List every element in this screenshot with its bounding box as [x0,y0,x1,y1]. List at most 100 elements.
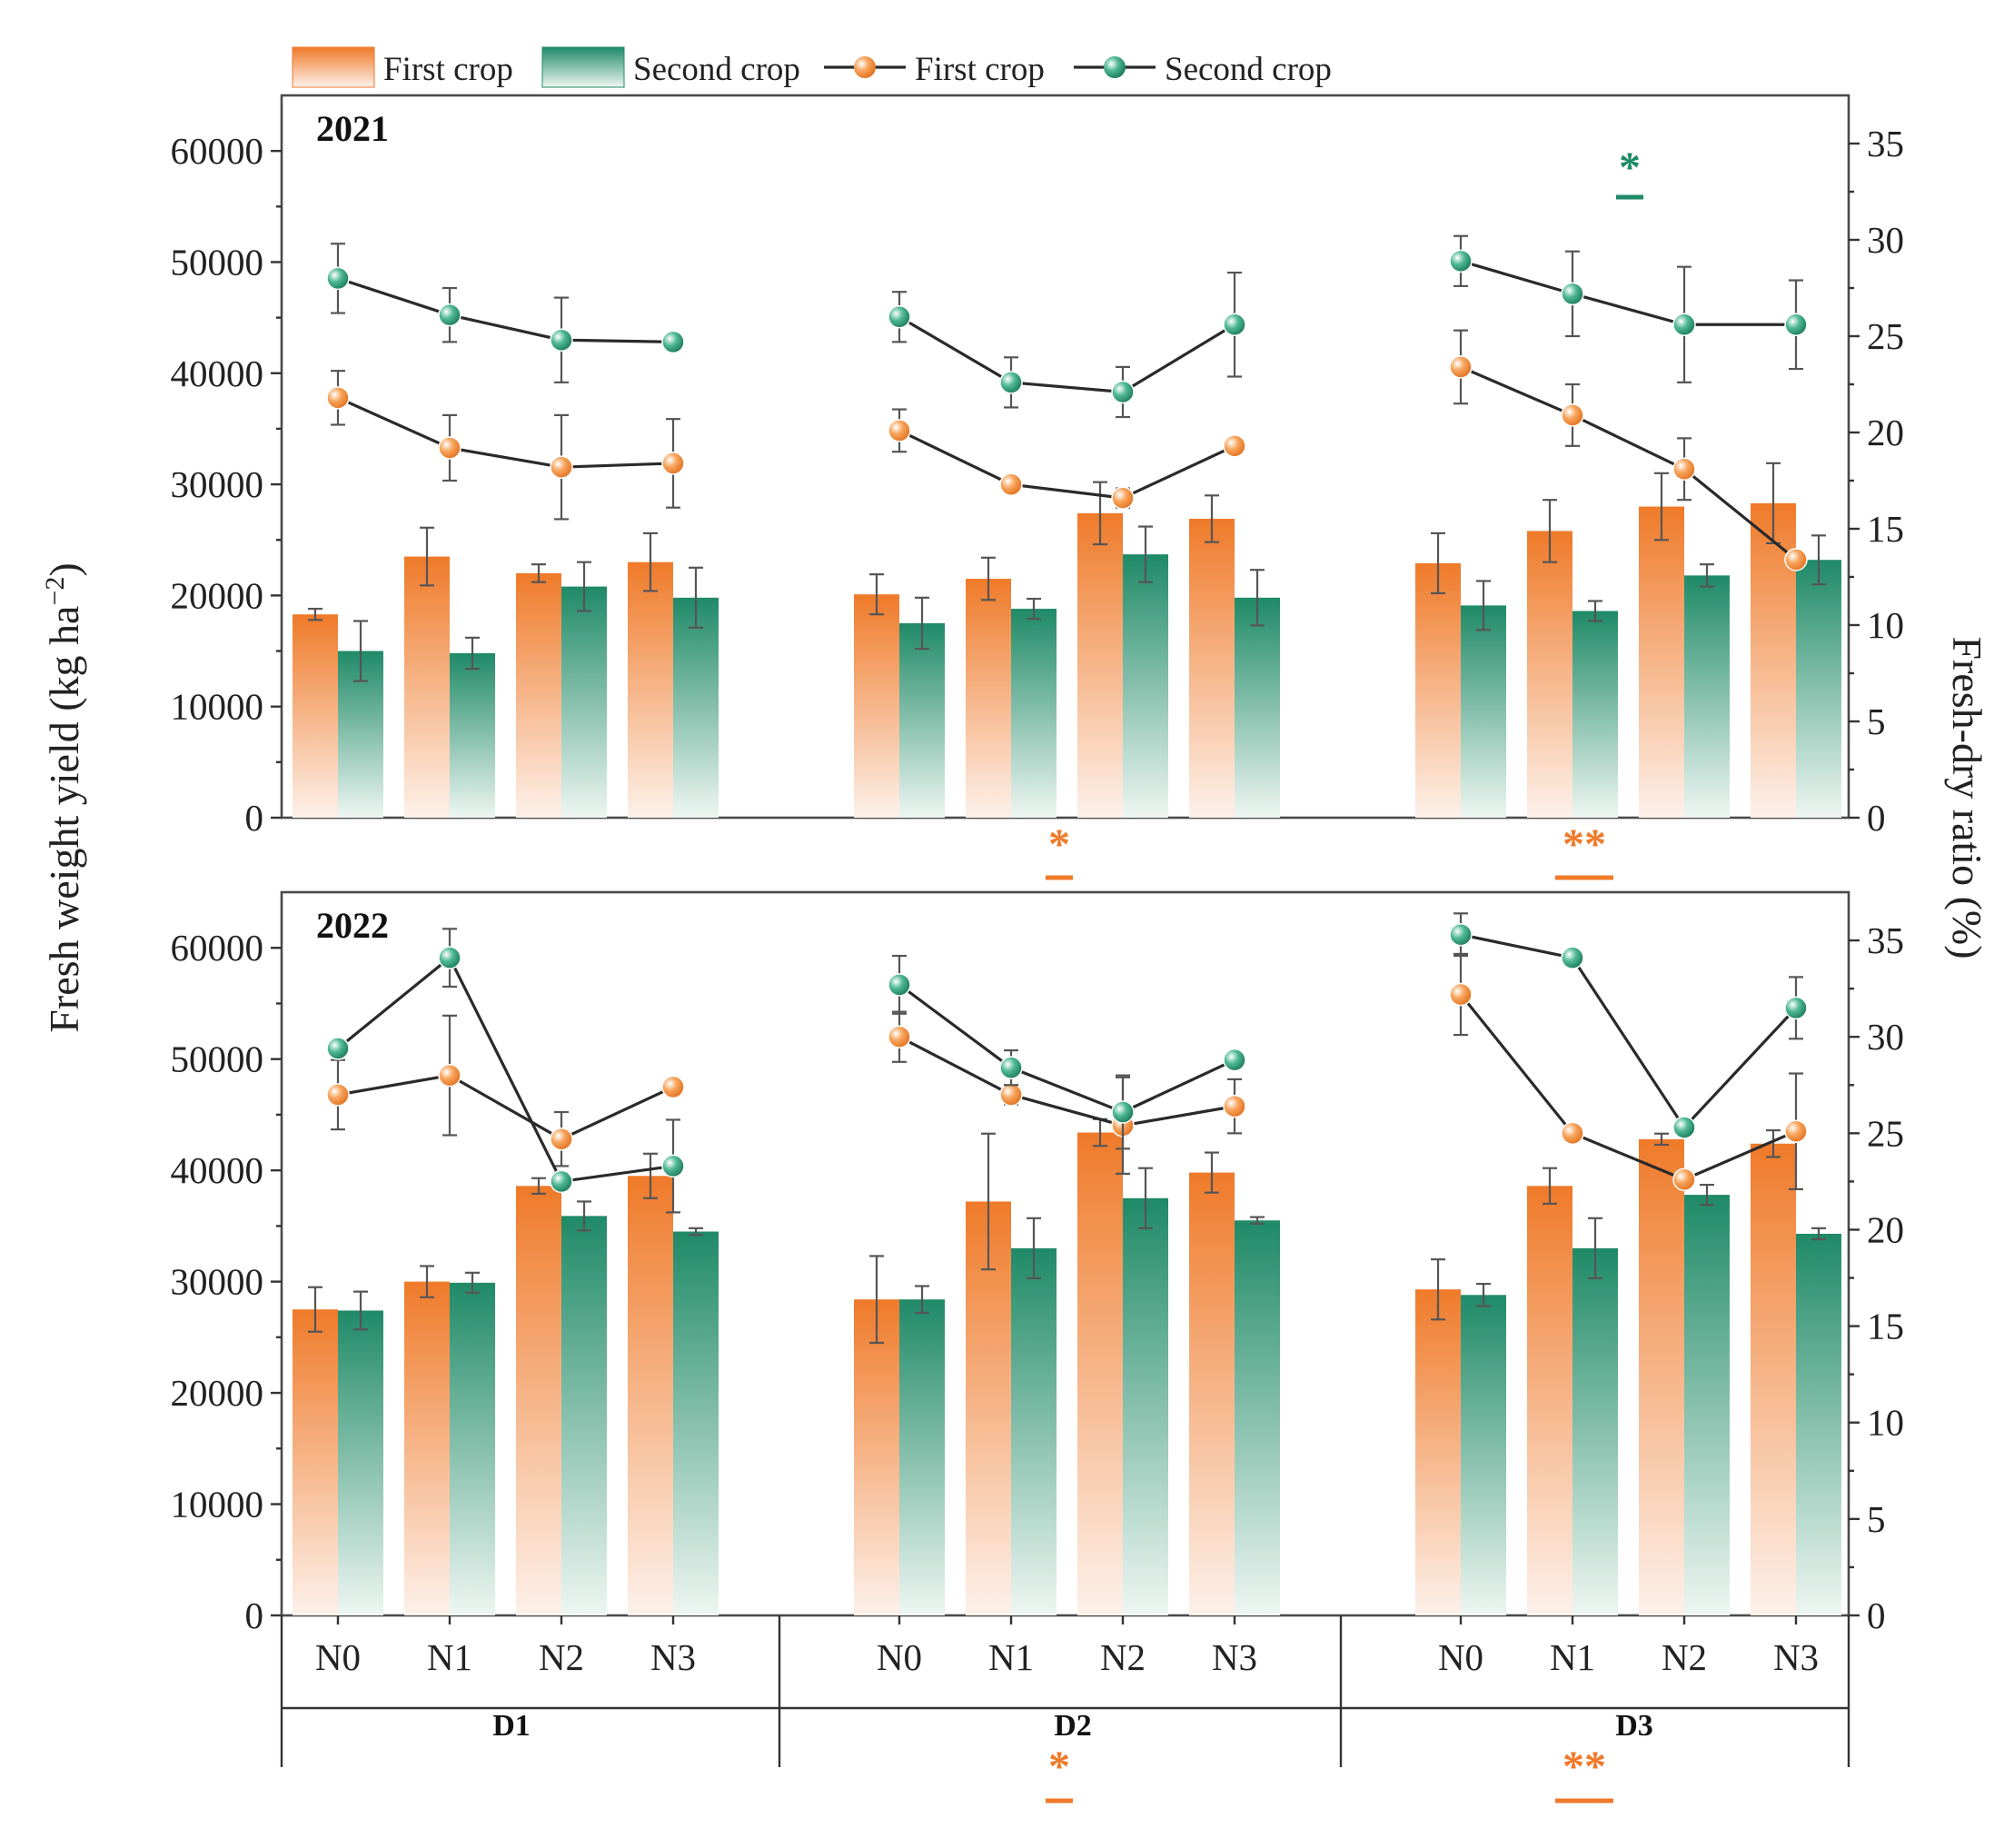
first-crop-bar [1527,531,1573,818]
y-right-tick-label: 20 [1867,1208,1904,1250]
first-crop-bar [1189,1172,1235,1615]
first-crop-bar [404,1281,450,1615]
y-left-tick-label: 40000 [171,353,264,394]
y-right-tick-label: 5 [1867,1498,1886,1540]
significance-star: ** [1563,820,1606,869]
legend-label: First crop [383,51,513,88]
y-right-tick-label: 30 [1867,1016,1904,1058]
first-crop-ratio-point [1223,434,1246,458]
x-category-label: N2 [1662,1636,1707,1678]
second-crop-bar [1235,597,1280,818]
y-right-tick-label: 0 [1867,797,1886,839]
first-crop-bar [1077,1132,1123,1615]
y-left-tick-label: 30000 [171,463,264,505]
y-right-tick-label: 20 [1867,412,1904,453]
second-crop-ratio-point [999,371,1023,394]
legend-label: First crop [915,51,1045,88]
first-crop-ratio-point [1784,548,1808,571]
y-left-tick-label: 40000 [171,1149,264,1191]
first-crop-ratio-point [326,1083,350,1107]
legend-label: Second crop [1165,51,1332,88]
first-crop-ratio-line [1460,365,1798,561]
second-crop-ratio-point [1672,313,1696,337]
legend-second-crop-marker-swatch [1104,56,1126,78]
first-crop-bar [404,556,450,818]
second-crop-bar [899,1299,945,1615]
first-crop-ratio-line [898,429,1235,500]
second-crop-bar [899,622,945,818]
first-crop-ratio-point [1449,982,1473,1007]
y-right-tick-label: 30 [1867,219,1904,261]
y-left-tick-label: 50000 [171,241,264,283]
first-crop-bar [966,1201,1011,1615]
first-crop-bar [1189,518,1235,818]
first-crop-ratio-point [1561,1121,1584,1146]
second-crop-bar [1123,554,1168,818]
x-category-label: N3 [650,1636,696,1678]
y-right-tick-label: 10 [1867,604,1904,646]
first-crop-ratio-point [1784,1119,1808,1143]
x-category-label: N3 [1212,1636,1257,1678]
x-category-label: N0 [1438,1636,1483,1678]
first-crop-ratio-point [1449,355,1473,379]
first-crop-ratio-line [337,1073,674,1141]
panel-year-label: 2022 [316,905,389,946]
second-crop-ratio-point [1784,996,1808,1020]
first-crop-ratio-line [337,396,674,469]
first-crop-ratio-point [1672,457,1696,482]
second-crop-ratio-line [898,315,1235,394]
first-crop-ratio-point [438,1063,461,1088]
y-right-tick-label: 35 [1867,123,1904,164]
second-crop-ratio-point [888,973,911,997]
y-left-tick-label: 10000 [171,686,264,728]
second-crop-ratio-point [326,1037,350,1060]
y-right-tick-label: 0 [1867,1595,1886,1636]
second-crop-bar [1684,1195,1730,1615]
second-crop-bar [1796,1233,1841,1615]
second-crop-bar [1461,605,1506,818]
second-crop-ratio-point [1561,282,1584,306]
second-crop-ratio-point [1223,1048,1246,1072]
second-crop-bar [561,1216,607,1615]
first-crop-bar [293,1309,338,1615]
first-crop-ratio-point [1111,486,1135,510]
first-crop-ratio-point [888,419,911,442]
x-category-label: N1 [1550,1636,1595,1678]
legend: First crop Second crop First crop Second cr… [292,46,1332,88]
first-crop-ratio-point [1672,1167,1696,1192]
second-crop-ratio-point [326,266,350,291]
second-crop-ratio-point [1449,249,1473,273]
second-crop-bar [561,586,607,818]
y-left-tick-label: 20000 [171,1372,264,1414]
panel-2022: 0100002000030000400005000060000051015202… [171,890,1904,1636]
first-crop-bar [854,594,899,818]
second-crop-ratio-line [1460,933,1798,1130]
first-crop-bar [1415,1289,1461,1615]
y-left-tick-label: 10000 [171,1484,264,1525]
x-group-label: D1 [492,1709,531,1743]
y-left-tick-label: 60000 [171,130,264,172]
first-crop-ratio-point [550,1127,573,1151]
first-crop-ratio-point [999,472,1023,496]
significance-star: * [1048,820,1070,869]
first-crop-ratio-point [888,1025,911,1048]
first-crop-bar [1527,1186,1573,1615]
y-right-tick-label: 15 [1867,508,1904,550]
second-crop-ratio-point [1449,922,1473,947]
y-left-tick-label: 30000 [171,1261,264,1303]
first-crop-bar [516,572,561,818]
second-crop-bar [1461,1295,1506,1615]
first-crop-ratio-point [550,455,573,479]
first-crop-ratio-line [1459,993,1797,1182]
x-category-label: N0 [315,1636,361,1678]
first-crop-bar [1415,562,1461,818]
significance-markers: * *** ** [1046,820,1613,1803]
second-crop-bar [450,1282,495,1615]
second-crop-ratio-point [661,1154,685,1178]
second-crop-ratio-point [661,330,685,354]
y-right-tick-label: 35 [1867,919,1904,961]
first-crop-bar [1639,1138,1684,1615]
y-left-tick-label: 60000 [171,927,264,969]
first-crop-ratio-point [1561,403,1584,427]
first-crop-bar [628,1176,673,1615]
